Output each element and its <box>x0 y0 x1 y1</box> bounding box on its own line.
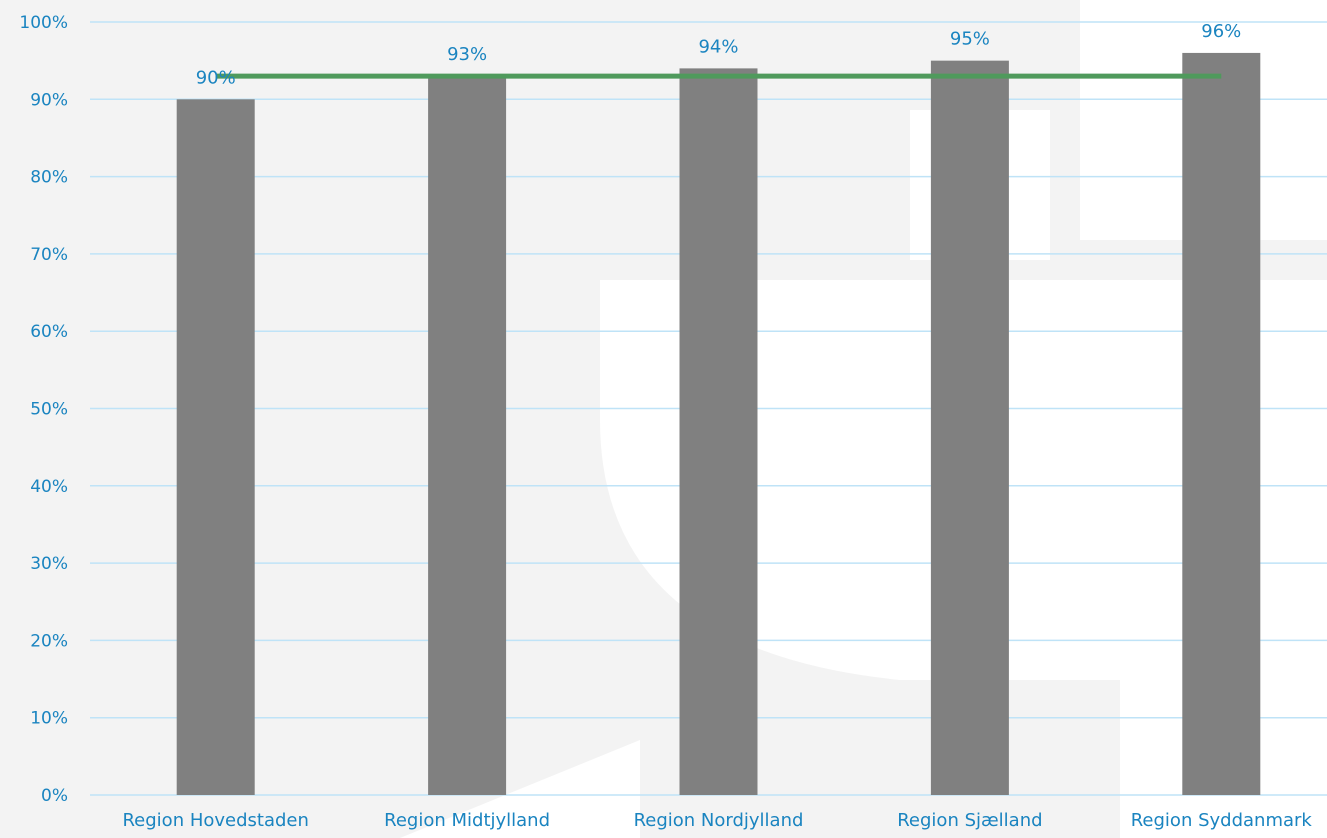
data-label: 93% <box>447 44 487 65</box>
data-label: 95% <box>950 29 990 50</box>
y-tick-label: 80% <box>30 168 68 188</box>
y-tick-label: 20% <box>30 631 68 651</box>
category-label: Region Hovedstaden <box>122 810 308 831</box>
y-tick-label: 50% <box>30 400 68 420</box>
x-axis-categories: Region Hovedstaden Region Midtjylland Regi… <box>122 810 1312 831</box>
bars <box>176 52 1261 796</box>
y-tick-label: 60% <box>30 322 68 342</box>
bar <box>428 76 507 796</box>
data-label: 96% <box>1201 21 1241 42</box>
category-label: Region Sjælland <box>897 810 1042 831</box>
bar <box>176 99 255 796</box>
y-tick-label: 90% <box>30 90 68 110</box>
category-label: Region Midtjylland <box>384 810 550 831</box>
bar <box>930 60 1009 795</box>
data-label: 90% <box>196 67 236 88</box>
y-tick-label: 30% <box>30 554 68 574</box>
y-tick-label: 40% <box>30 477 68 497</box>
data-label: 94% <box>698 36 738 57</box>
data-labels: 90% 93% 94% 95% 96% <box>196 21 1242 88</box>
y-axis-ticks: 0% 10% 20% 30% 40% 50% 60% 70% 80% 90% 100% <box>19 13 68 806</box>
y-tick-label: 70% <box>30 245 68 265</box>
y-tick-label: 100% <box>19 13 68 33</box>
category-label: Region Syddanmark <box>1131 810 1313 831</box>
bar <box>1182 52 1261 796</box>
y-tick-label: 10% <box>30 709 68 729</box>
category-label: Region Nordjylland <box>634 810 804 831</box>
bar <box>679 68 758 795</box>
y-tick-label: 0% <box>41 786 68 806</box>
